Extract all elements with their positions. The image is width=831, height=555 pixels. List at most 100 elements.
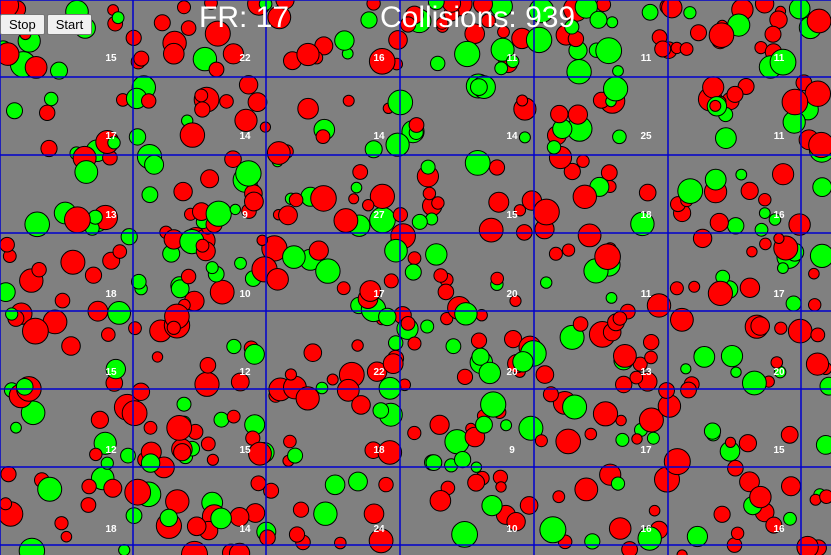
- ball-red: [288, 192, 304, 208]
- ball-green: [494, 61, 509, 76]
- ball-red: [759, 237, 772, 251]
- ball-green: [546, 140, 562, 155]
- stop-button[interactable]: Stop: [0, 14, 45, 35]
- ball-green: [769, 48, 797, 76]
- ball-green: [715, 127, 737, 150]
- ball-red: [608, 517, 632, 540]
- ball-red: [429, 490, 452, 512]
- ball-red: [334, 536, 347, 550]
- ball-red: [89, 447, 103, 462]
- ball-red: [54, 516, 69, 531]
- ball-green: [93, 431, 117, 455]
- ball-red: [275, 0, 295, 10]
- ball-green: [490, 37, 515, 62]
- ball-green: [574, 0, 598, 19]
- ball-red: [166, 320, 181, 335]
- ball-red: [764, 25, 782, 43]
- frame-rate-value: 17: [255, 1, 290, 34]
- ball-green: [683, 6, 697, 20]
- ball-green: [693, 346, 716, 368]
- ball-green: [677, 178, 704, 205]
- ball-red: [506, 512, 526, 532]
- ball-green: [74, 160, 99, 184]
- cell-count: 14: [239, 524, 251, 535]
- ball-red: [133, 50, 150, 67]
- ball-red: [204, 20, 231, 47]
- ball-green: [170, 279, 190, 299]
- ball-green: [420, 159, 436, 175]
- ball-red: [204, 0, 218, 10]
- ball-red: [750, 316, 771, 336]
- ball-red: [64, 206, 91, 234]
- ball-red: [516, 94, 529, 107]
- cell-count: 9: [242, 210, 248, 221]
- ball-red: [333, 208, 359, 233]
- ball-green: [244, 343, 265, 365]
- ball-red: [351, 395, 371, 415]
- ball-red: [613, 344, 637, 368]
- ball-red: [369, 183, 395, 209]
- ball-green: [287, 447, 304, 464]
- ball-red: [292, 501, 310, 518]
- ball-green: [315, 258, 341, 284]
- ball-red: [692, 228, 713, 249]
- ball-red: [266, 268, 289, 291]
- ball-red: [180, 268, 197, 285]
- ball-green: [176, 396, 192, 412]
- ball-green: [478, 361, 501, 385]
- ball-green: [282, 245, 306, 269]
- ball-green: [315, 381, 329, 395]
- ball-red: [229, 542, 251, 555]
- ball-red: [388, 30, 408, 50]
- ball-green: [141, 186, 159, 204]
- ball-green: [641, 3, 659, 21]
- ball-red: [534, 434, 548, 448]
- ball-red: [810, 327, 826, 343]
- ball-red: [179, 122, 206, 148]
- ball-red: [535, 365, 555, 384]
- ball-green: [118, 544, 131, 555]
- cell-count: 16: [373, 53, 385, 64]
- start-button[interactable]: Start: [46, 14, 93, 35]
- ball-red: [206, 453, 219, 466]
- ball-red: [383, 273, 399, 289]
- ball-red: [621, 541, 638, 555]
- ball-red: [0, 42, 20, 66]
- ball-red: [263, 482, 280, 499]
- ball-red: [351, 339, 364, 352]
- ball-red: [173, 443, 192, 462]
- ball-green: [727, 217, 745, 235]
- ball-red: [250, 475, 267, 492]
- ball-green: [610, 476, 626, 491]
- ball-red: [431, 196, 445, 210]
- ball-green: [500, 419, 513, 432]
- ball-green: [430, 55, 446, 72]
- ball-red: [787, 318, 813, 344]
- ball-red: [739, 471, 760, 493]
- ball-red: [478, 217, 504, 243]
- ball-red: [542, 386, 559, 403]
- ball-green: [454, 302, 478, 326]
- cell-count: 20: [773, 367, 785, 378]
- cell-count: 24: [373, 524, 385, 535]
- ball-green: [451, 521, 479, 548]
- ball-green: [777, 262, 789, 275]
- collisions-readout: Collisions: 939: [380, 0, 575, 36]
- ball-green: [768, 213, 782, 226]
- ball-green: [518, 415, 544, 441]
- ball-green: [378, 307, 397, 327]
- ball-red: [400, 316, 416, 331]
- ball-red: [288, 526, 306, 543]
- ball-green: [539, 516, 567, 544]
- ball-green: [360, 11, 378, 29]
- ball-red: [661, 0, 683, 19]
- ball-red: [238, 75, 259, 95]
- ball-red: [177, 0, 191, 15]
- ball-red: [0, 466, 17, 483]
- ball-red: [615, 375, 633, 394]
- ball-red: [124, 478, 152, 506]
- ball-green: [144, 154, 165, 175]
- ball-red: [143, 420, 158, 435]
- ball-red: [180, 20, 197, 36]
